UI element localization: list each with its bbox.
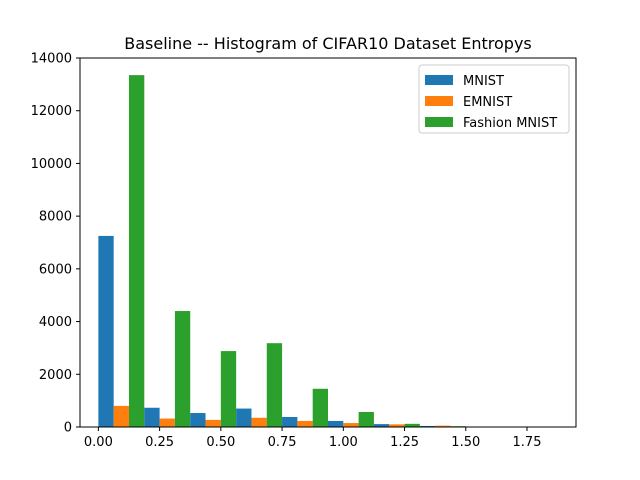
x-tick-label: 1.25 (390, 435, 419, 450)
x-tick-label: 0.75 (268, 435, 297, 450)
bar-emnist-bin-2 (205, 419, 221, 427)
y-tick-label: 0 (64, 421, 72, 436)
bar-emnist-bin-0 (113, 405, 129, 427)
bar-fashion-mnist-bin-3 (266, 343, 283, 427)
bar-fashion-mnist-bin-4 (312, 388, 328, 427)
y-tick-label: 8000 (39, 210, 72, 225)
legend-label-fashion-mnist: Fashion MNIST (463, 116, 557, 131)
bar-mnist-bin-0 (98, 235, 114, 427)
bar-mnist-bin-5 (328, 420, 344, 427)
y-tick-label: 14000 (31, 52, 72, 67)
bar-emnist-bin-3 (251, 417, 267, 427)
plot-frame (79, 57, 577, 428)
chart-title: Baseline -- Histogram of CIFAR10 Dataset… (124, 34, 532, 53)
x-tick-label: 0.50 (206, 435, 235, 450)
bar-fashion-mnist-bin-6 (404, 423, 420, 427)
bar-fashion-mnist-bin-1 (174, 311, 191, 427)
bar-fashion-mnist-bin-2 (220, 351, 237, 427)
legend-swatch-emnist (425, 96, 453, 106)
bar-emnist-bin-4 (297, 420, 313, 427)
bar-mnist-bin-7 (419, 425, 436, 427)
y-tick-label: 10000 (31, 157, 72, 172)
y-tick-label: 2000 (39, 368, 72, 383)
legend-swatch-fashion-mnist (425, 117, 453, 127)
bar-mnist-bin-2 (190, 413, 206, 427)
bar-mnist-bin-6 (373, 424, 390, 427)
bar-emnist-bin-5 (343, 423, 359, 427)
x-tick-label: 1.50 (451, 435, 480, 450)
x-tick-label: 0.25 (145, 435, 174, 450)
bar-fashion-mnist-bin-0 (128, 75, 145, 427)
bar-emnist-bin-7 (435, 425, 451, 427)
x-tick-label: 1.75 (513, 435, 542, 450)
bar-mnist-bin-3 (236, 408, 252, 427)
bar-mnist-bin-4 (282, 416, 298, 427)
y-tick-label: 6000 (39, 262, 72, 277)
y-tick-label: 12000 (31, 104, 72, 119)
x-axis: 0.00 0.25 0.50 0.75 1.00 1.25 1.50 1.75 (84, 427, 542, 450)
bar-emnist-bin-1 (159, 418, 175, 427)
legend-box (418, 64, 570, 134)
y-tick-label: 4000 (39, 315, 72, 330)
x-tick-label: 1.00 (329, 435, 358, 450)
legend-swatch-mnist (425, 75, 453, 85)
x-tick-label: 0.00 (84, 435, 113, 450)
legend-label-emnist: EMNIST (463, 95, 512, 110)
y-axis: 0 2000 4000 6000 8000 10000 12000 14000 (31, 52, 80, 436)
legend: MNIST EMNIST Fashion MNIST (418, 64, 570, 134)
legend-label-mnist: MNIST (463, 74, 504, 89)
bar-mnist-bin-1 (144, 407, 160, 427)
bar-emnist-bin-6 (389, 424, 405, 427)
bar-fashion-mnist-bin-5 (358, 411, 374, 427)
